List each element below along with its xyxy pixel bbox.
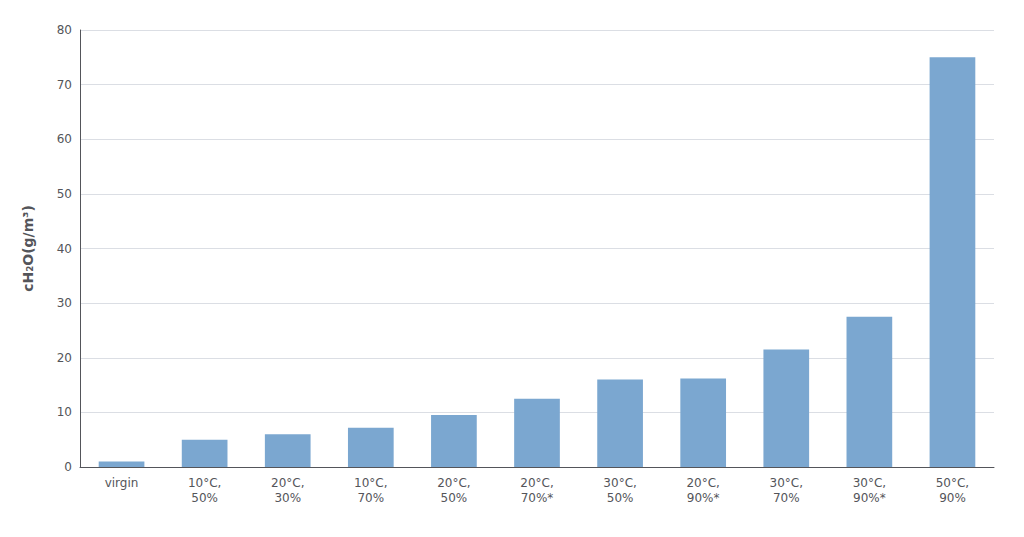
svg-text:30%: 30% bbox=[274, 491, 301, 505]
svg-text:20°C,: 20°C, bbox=[686, 476, 719, 490]
svg-text:10: 10 bbox=[57, 405, 72, 419]
svg-text:80: 80 bbox=[57, 23, 72, 37]
svg-text:10°C,: 10°C, bbox=[188, 476, 221, 490]
svg-text:0: 0 bbox=[64, 460, 72, 474]
svg-text:90%*: 90%* bbox=[853, 491, 886, 505]
svg-text:20°C,: 20°C, bbox=[437, 476, 470, 490]
svg-text:70%*: 70%* bbox=[521, 491, 554, 505]
svg-text:virgin: virgin bbox=[105, 476, 139, 490]
svg-text:20: 20 bbox=[57, 351, 72, 365]
svg-text:40: 40 bbox=[57, 242, 72, 256]
svg-text:70%: 70% bbox=[357, 491, 384, 505]
svg-text:90%: 90% bbox=[939, 491, 966, 505]
svg-text:30°C,: 30°C, bbox=[853, 476, 886, 490]
svg-text:90%*: 90%* bbox=[687, 491, 720, 505]
svg-text:50: 50 bbox=[57, 187, 72, 201]
svg-text:30: 30 bbox=[57, 296, 72, 310]
svg-text:50°C,: 50°C, bbox=[936, 476, 969, 490]
svg-text:70: 70 bbox=[57, 78, 72, 92]
svg-text:30°C,: 30°C, bbox=[770, 476, 803, 490]
svg-text:20°C,: 20°C, bbox=[271, 476, 304, 490]
svg-text:50%: 50% bbox=[607, 491, 634, 505]
svg-text:cH₂O(g/m³): cH₂O(g/m³) bbox=[20, 205, 36, 292]
svg-text:20°C,: 20°C, bbox=[520, 476, 553, 490]
svg-text:50%: 50% bbox=[191, 491, 218, 505]
svg-text:10°C,: 10°C, bbox=[354, 476, 387, 490]
svg-text:50%: 50% bbox=[441, 491, 468, 505]
svg-text:30°C,: 30°C, bbox=[603, 476, 636, 490]
svg-text:70%: 70% bbox=[773, 491, 800, 505]
svg-text:60: 60 bbox=[57, 132, 72, 146]
